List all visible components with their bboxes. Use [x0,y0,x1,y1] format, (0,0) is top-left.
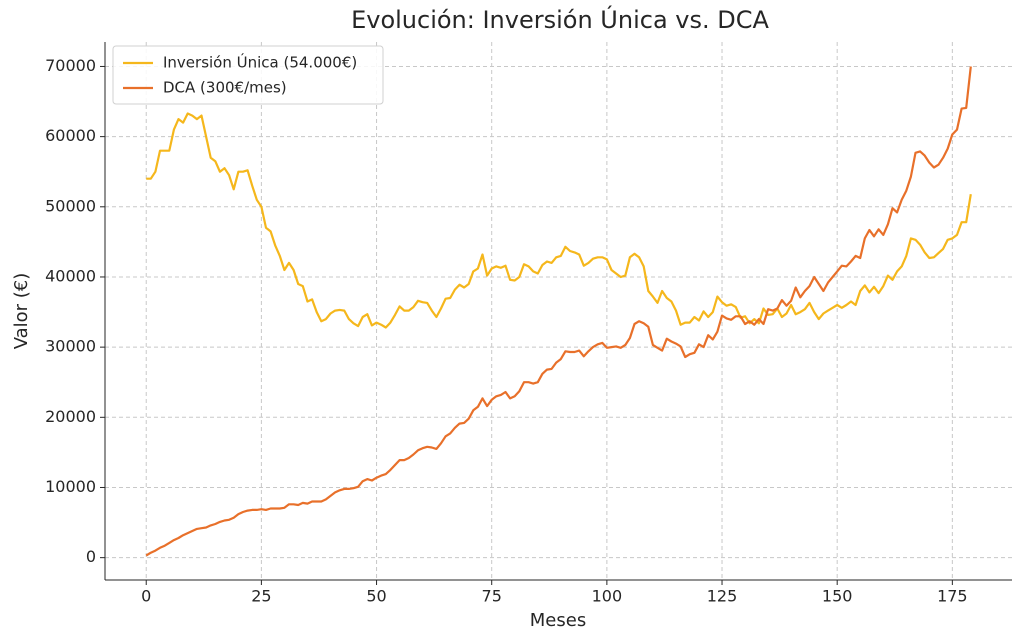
y-tick-label: 60000 [45,126,96,145]
y-tick-label: 0 [86,547,96,566]
legend-label: DCA (300€/mes) [163,79,287,97]
y-tick-label: 10000 [45,477,96,496]
x-tick-label: 100 [592,587,623,606]
x-tick-label: 50 [366,587,386,606]
y-tick-label: 40000 [45,266,96,285]
x-axis-label: Meses [530,610,586,631]
x-tick-label: 125 [707,587,738,606]
legend-label: Inversión Única (54.000€) [163,53,357,72]
y-axis-label: Valor (€) [11,273,32,350]
chart-title: Evolución: Inversión Única vs. DCA [351,4,769,34]
x-tick-label: 150 [822,587,853,606]
y-tick-label: 70000 [45,56,96,75]
series-line [145,66,972,557]
x-tick-label: 0 [141,587,151,606]
y-tick-label: 50000 [45,196,96,215]
y-tick-label: 30000 [45,337,96,356]
y-tick-label: 20000 [45,407,96,426]
x-tick-label: 75 [482,587,502,606]
legend-box [112,45,384,105]
x-tick-label: 175 [937,587,968,606]
x-tick-label: 25 [251,587,271,606]
series-line [146,112,972,329]
